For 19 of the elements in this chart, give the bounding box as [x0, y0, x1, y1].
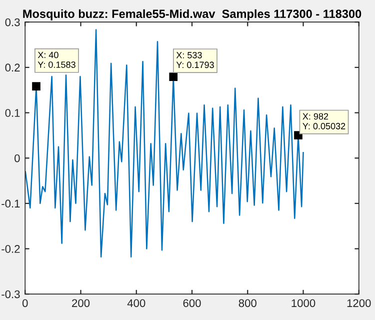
x-tick-label: 600 [183, 299, 201, 308]
x-tick-label: 800 [238, 299, 256, 308]
y-tick-label: 0.2 [5, 64, 20, 72]
y-tick-label: 0.3 [5, 18, 20, 26]
y-tick-label: -0.3 [2, 290, 20, 298]
x-tick-label: 200 [72, 299, 90, 308]
annotation: X: 533 Y: 0.1793 [176, 52, 214, 68]
y-tick-label: -0.1 [2, 200, 20, 208]
annotation: X: 982 Y: 0.05032 [302, 113, 346, 130]
y-tick-label: 0.1 [5, 109, 20, 117]
annotation: X: 40 Y: 0.1583 [38, 52, 76, 68]
x-tick-label: 1200 [347, 299, 371, 308]
y-tick-label: -0.2 [2, 245, 20, 253]
x-tick-label: 400 [127, 299, 146, 308]
x-tick-label: 0 [22, 299, 28, 308]
y-tick-label: 0 [14, 154, 20, 162]
chart-title: Mosquito buzz: Female55-Mid.wav Samples 117300 - 118300 [23, 9, 362, 20]
line-series [25, 29, 304, 258]
x-tick-label: 1000 [292, 299, 316, 308]
